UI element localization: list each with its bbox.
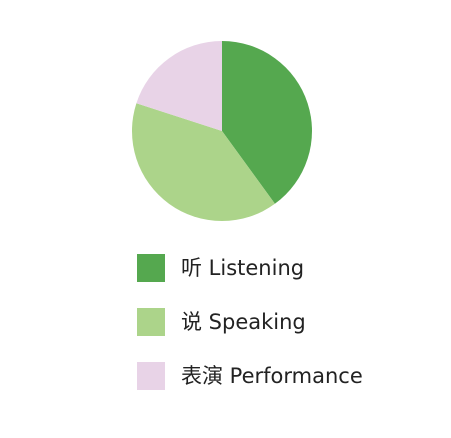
pie-slice-performance [136, 40, 222, 132]
legend-label-performance: 表演 Performance [181, 364, 363, 388]
legend: 听 Listening 说 Speaking 表演 Performance [137, 254, 363, 416]
legend-swatch-speaking [137, 308, 165, 336]
legend-label-listening: 听 Listening [181, 256, 305, 280]
legend-label-speaking: 说 Speaking [181, 310, 306, 334]
pie-slice-speaking [131, 103, 275, 222]
legend-item-speaking: 说 Speaking [137, 308, 363, 336]
legend-swatch-listening [137, 254, 165, 282]
legend-swatch-performance [137, 362, 165, 390]
pie-slice-listening [222, 41, 312, 204]
legend-item-performance: 表演 Performance [137, 362, 363, 390]
legend-item-listening: 听 Listening [137, 254, 363, 282]
